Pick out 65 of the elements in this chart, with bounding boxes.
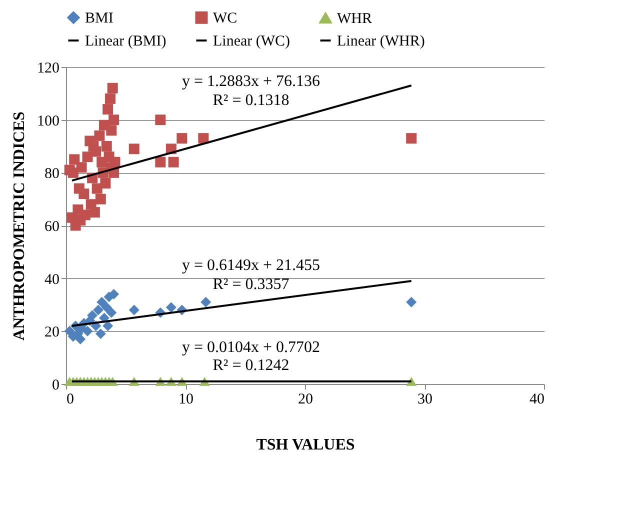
point (108, 288, 120, 300)
legend-label: Linear (BMI) (85, 34, 166, 50)
y-tick-label: 20 (44, 324, 60, 341)
x-axis-title: TSH VALUES (256, 436, 355, 454)
legend-label: Linear (WC) (213, 34, 290, 50)
point (106, 125, 117, 136)
point (76, 162, 87, 173)
legend-label: WC (213, 10, 238, 27)
point (107, 82, 118, 94)
annotation: R² = 0.1242 (212, 357, 290, 374)
point (104, 93, 116, 104)
y-axis-title: ANTHROPOMETRIC INDICES (11, 111, 28, 340)
x-tick-label: 0 (66, 392, 74, 408)
y-tick-label: 40 (44, 272, 60, 288)
point (75, 334, 86, 344)
y-tick-label: 60 (44, 219, 60, 235)
point (95, 194, 106, 204)
point (155, 114, 166, 126)
y-tick-label: 100 (37, 113, 60, 130)
legend-label: WHR (337, 10, 372, 27)
point (96, 296, 108, 308)
point (94, 130, 105, 141)
point (102, 320, 114, 332)
legend-label: Linear (WHR) (337, 34, 425, 50)
point (128, 304, 140, 316)
point (68, 167, 78, 178)
point (87, 310, 98, 321)
point (102, 104, 114, 115)
point (101, 302, 112, 313)
point (176, 133, 188, 144)
y-tick-label: 80 (44, 166, 60, 182)
point (406, 296, 417, 308)
annotation: y = 0.0104x + 0.7702 (182, 339, 320, 356)
point (406, 133, 417, 144)
point (128, 144, 140, 154)
point (108, 114, 120, 126)
point (101, 141, 112, 152)
point (95, 328, 106, 340)
y-tick-label: 120 (37, 60, 60, 76)
point (93, 304, 104, 316)
annotation: R² = 0.1318 (212, 92, 290, 109)
x-tick-label: 20 (298, 392, 313, 408)
point (198, 133, 209, 144)
point (166, 302, 176, 313)
point (69, 154, 80, 165)
point (155, 156, 166, 168)
annotation: y = 0.6149x + 21.455 (182, 257, 320, 274)
point (90, 146, 102, 157)
x-tick-label: 40 (530, 392, 544, 408)
x-tick-label: 10 (178, 392, 194, 408)
point (82, 326, 93, 336)
point (89, 207, 100, 218)
point (78, 188, 90, 200)
annotation: y = 1.2883x + 76.136 (182, 73, 320, 90)
point (110, 156, 120, 168)
point (106, 307, 117, 318)
point (100, 178, 111, 188)
annotation: R² = 0.3357 (212, 276, 290, 293)
point (200, 296, 212, 308)
point (168, 156, 179, 168)
point (98, 312, 110, 324)
point (80, 210, 90, 220)
x-tick-label: 30 (418, 392, 432, 408)
y-tick-label: 0 (52, 378, 60, 394)
legend-label: BMI (85, 10, 114, 27)
